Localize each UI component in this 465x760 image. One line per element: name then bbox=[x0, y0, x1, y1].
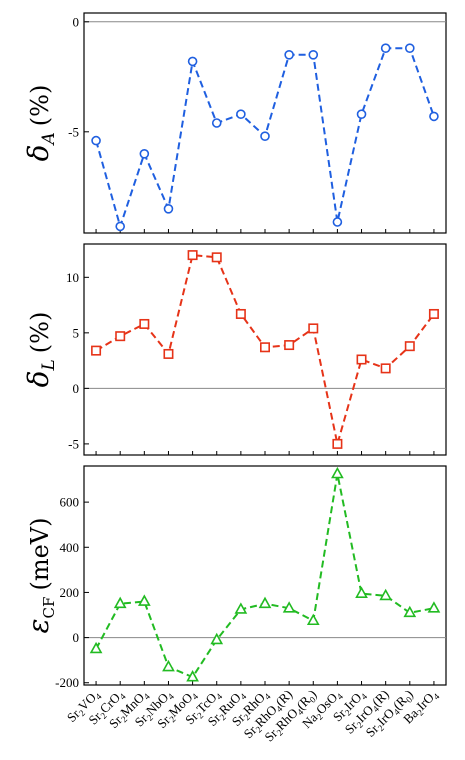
data-point bbox=[404, 341, 415, 352]
y-tick-label: 10 bbox=[66, 270, 79, 285]
panel-epsilon-cf: 600 400 200 0 -200 εCF(meV) bbox=[22, 465, 447, 690]
data-point bbox=[91, 135, 101, 146]
data-point bbox=[332, 217, 343, 227]
y-tick-label: -5 bbox=[68, 124, 79, 139]
data-point bbox=[137, 594, 151, 606]
data-point bbox=[113, 596, 127, 609]
panel-frame bbox=[83, 12, 447, 234]
y-tick-label: 0 bbox=[73, 14, 80, 29]
data-point bbox=[139, 149, 150, 159]
data-point bbox=[186, 670, 199, 682]
data-point bbox=[211, 118, 222, 128]
data-point bbox=[236, 109, 246, 119]
y-tick-label: -200 bbox=[55, 675, 79, 690]
data-point bbox=[379, 588, 393, 601]
data-point bbox=[139, 318, 150, 329]
data-point bbox=[115, 221, 125, 232]
y-tick-label: 5 bbox=[73, 325, 80, 340]
data-point bbox=[308, 49, 319, 60]
y-tick-label: 0 bbox=[73, 381, 80, 396]
y-axis-label: δA(%) bbox=[22, 85, 59, 162]
panel-frame bbox=[83, 465, 447, 686]
data-point bbox=[380, 363, 391, 374]
y-tick-label: 200 bbox=[60, 585, 80, 600]
data-point bbox=[163, 348, 174, 359]
x-category-label: Sr2MoO4 bbox=[154, 686, 200, 732]
data-point bbox=[89, 641, 103, 654]
data-point bbox=[332, 438, 343, 449]
data-point bbox=[162, 659, 175, 672]
data-point bbox=[282, 601, 296, 613]
data-point bbox=[428, 308, 439, 319]
data-point bbox=[331, 466, 344, 479]
data-point bbox=[259, 342, 270, 353]
data-point bbox=[403, 605, 417, 618]
y-tick-label: -5 bbox=[68, 436, 79, 451]
data-point bbox=[235, 308, 246, 319]
data-point bbox=[210, 632, 224, 645]
data-point bbox=[356, 109, 367, 119]
data-point bbox=[355, 586, 368, 598]
y-tick-label: 0 bbox=[73, 630, 80, 645]
data-point bbox=[356, 354, 367, 365]
data-point bbox=[234, 602, 248, 614]
data-point bbox=[211, 252, 222, 263]
data-point bbox=[306, 613, 320, 626]
panel-delta-l: 10 5 0 -5 δL(%) bbox=[22, 243, 447, 456]
x-category-label: Sr2IrO4(R0) bbox=[363, 687, 418, 742]
x-category-label: Sr2NbO4 bbox=[132, 686, 177, 731]
data-point bbox=[380, 43, 391, 54]
data-point bbox=[260, 131, 270, 141]
data-point bbox=[163, 204, 174, 214]
series-line-epsilon-cf bbox=[95, 473, 435, 679]
y-tick-label: 600 bbox=[60, 495, 80, 510]
y-axis-label: εCF(meV) bbox=[22, 518, 58, 634]
y-axis-label: δL(%) bbox=[22, 312, 59, 388]
data-point bbox=[308, 323, 319, 334]
data-point bbox=[284, 49, 294, 60]
data-point bbox=[404, 43, 415, 54]
data-point bbox=[258, 596, 272, 609]
data-point bbox=[187, 56, 198, 67]
data-point bbox=[429, 111, 439, 122]
x-category-label: Sr2RhO4(R0) bbox=[261, 687, 320, 746]
data-point bbox=[187, 250, 198, 261]
panel-delta-a: 0 -5 δA(%) bbox=[22, 12, 447, 234]
data-point bbox=[427, 601, 441, 613]
data-point bbox=[115, 331, 126, 342]
data-point bbox=[91, 345, 102, 356]
data-point bbox=[284, 340, 295, 351]
y-tick-label: 400 bbox=[60, 540, 80, 555]
